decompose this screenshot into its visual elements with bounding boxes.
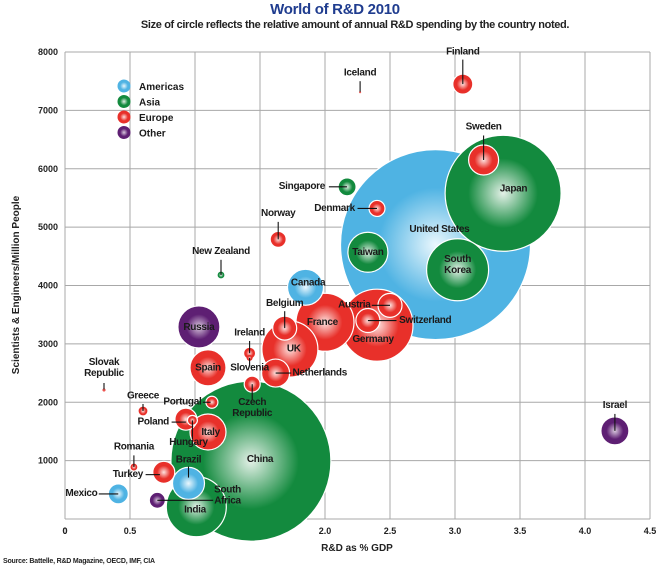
bubble-south-korea[interactable] — [426, 238, 490, 302]
legend-label: Asia — [139, 98, 161, 109]
label-turkey: Turkey — [113, 469, 144, 480]
label-canada: Canada — [291, 278, 326, 289]
label-finland: Finland — [446, 46, 480, 57]
label-slovak-republic: Slovak Republic — [84, 357, 125, 379]
bubble-russia[interactable] — [177, 305, 221, 349]
label-austria: Austria — [338, 300, 371, 311]
legend-item-europe: Europe — [117, 110, 174, 124]
x-axis-ticks: 00.51.01.52.02.53.03.54.04.5 — [62, 526, 656, 536]
label-greece: Greece — [127, 391, 160, 402]
y-tick-label: 7000 — [38, 105, 58, 115]
grid — [64, 51, 651, 520]
x-tick-label: 4.5 — [644, 526, 657, 536]
y-tick-label: 0 — [62, 526, 67, 536]
label-brazil: Brazil — [176, 454, 202, 465]
x-tick-label: 2.0 — [319, 526, 332, 536]
label-india: India — [184, 505, 207, 516]
y-tick-label: 6000 — [38, 164, 58, 174]
bubble-turkey[interactable] — [152, 460, 176, 484]
legend-swatch-other — [117, 126, 131, 139]
y-tick-label: 4000 — [38, 281, 58, 291]
y-axis-ticks: 0 1000 2000 3000 4000 5000 6000 7000 8000 — [38, 47, 68, 536]
label-china: China — [247, 454, 274, 465]
bubble-labels: United States China Japan Germany South Korea… — [65, 46, 627, 515]
legend-swatch-europe — [117, 110, 131, 124]
legend-label: Europe — [139, 113, 174, 124]
y-tick-label: 2000 — [38, 397, 58, 407]
label-switzerland: Switzerland — [399, 315, 451, 326]
label-uk: UK — [287, 343, 302, 354]
legend-label: Americas — [139, 82, 184, 93]
x-tick-label: 3.5 — [514, 526, 527, 536]
label-hungary: Hungary — [169, 437, 208, 448]
label-netherlands: Netherlands — [293, 367, 348, 378]
label-france: France — [307, 317, 339, 328]
label-belgium: Belgium — [266, 298, 304, 309]
bubble-iceland[interactable] — [359, 91, 362, 94]
y-axis-label: Scientists & Engineers/Million People — [11, 195, 22, 374]
leader-lines — [98, 59, 616, 501]
y-tick-label: 1000 — [38, 456, 58, 466]
label-iceland: Iceland — [344, 67, 377, 78]
label-ireland: Ireland — [234, 328, 265, 339]
x-tick-label: 4.0 — [579, 526, 592, 536]
bubble-canada[interactable] — [286, 268, 325, 306]
chart-subtitle: Size of circle reflects the relative amo… — [140, 19, 570, 31]
bubble-spain[interactable] — [189, 349, 227, 387]
label-czech-republic: Czech Republic — [232, 397, 273, 419]
y-tick-label: 5000 — [38, 222, 58, 232]
source-note: Source: Battelle, R&D Magazine, OECD, IM… — [3, 558, 155, 565]
x-tick-label: 0.5 — [124, 526, 137, 536]
bubble-taiwan[interactable] — [347, 231, 389, 273]
label-south-africa: South Africa — [214, 485, 241, 507]
label-sweden: Sweden — [466, 122, 502, 133]
label-united-states: United States — [409, 224, 470, 235]
legend-item-americas: Americas — [117, 79, 184, 93]
label-slovenia: Slovenia — [230, 363, 269, 374]
x-tick-label: 2.5 — [384, 526, 397, 536]
legend-label: Other — [139, 129, 166, 140]
y-tick-label: 3000 — [38, 339, 58, 349]
label-spain: Spain — [195, 363, 221, 374]
label-taiwan: Taiwan — [352, 247, 384, 258]
label-poland: Poland — [137, 416, 169, 427]
bubble-slovak-republic[interactable] — [102, 388, 106, 392]
label-denmark: Denmark — [314, 203, 355, 214]
chart-title: World of R&D 2010 — [270, 1, 400, 18]
label-mexico: Mexico — [65, 488, 97, 499]
legend-item-asia: Asia — [117, 95, 161, 109]
bubble-italy[interactable] — [189, 413, 227, 451]
x-axis-label: R&D as % GDP — [321, 543, 393, 554]
label-norway: Norway — [261, 208, 296, 219]
legend-swatch-asia — [117, 95, 131, 108]
label-singapore: Singapore — [279, 181, 326, 192]
label-germany: Germany — [352, 334, 394, 345]
label-russia: Russia — [183, 322, 215, 333]
legend-swatch-americas — [117, 79, 131, 93]
label-new-zealand: New Zealand — [192, 246, 250, 257]
label-portugal: Portugal — [163, 397, 202, 408]
legend: Americas Asia Europe Other — [117, 79, 184, 140]
x-tick-label: 0 — [62, 526, 67, 536]
label-romania: Romania — [114, 442, 155, 453]
label-japan: Japan — [500, 184, 528, 195]
label-israel: Israel — [603, 400, 628, 411]
legend-item-other: Other — [117, 126, 166, 140]
x-tick-label: 3.0 — [449, 526, 462, 536]
label-italy: Italy — [201, 427, 220, 438]
label-south-korea: South Korea — [444, 254, 472, 276]
y-tick-label: 8000 — [38, 47, 58, 57]
